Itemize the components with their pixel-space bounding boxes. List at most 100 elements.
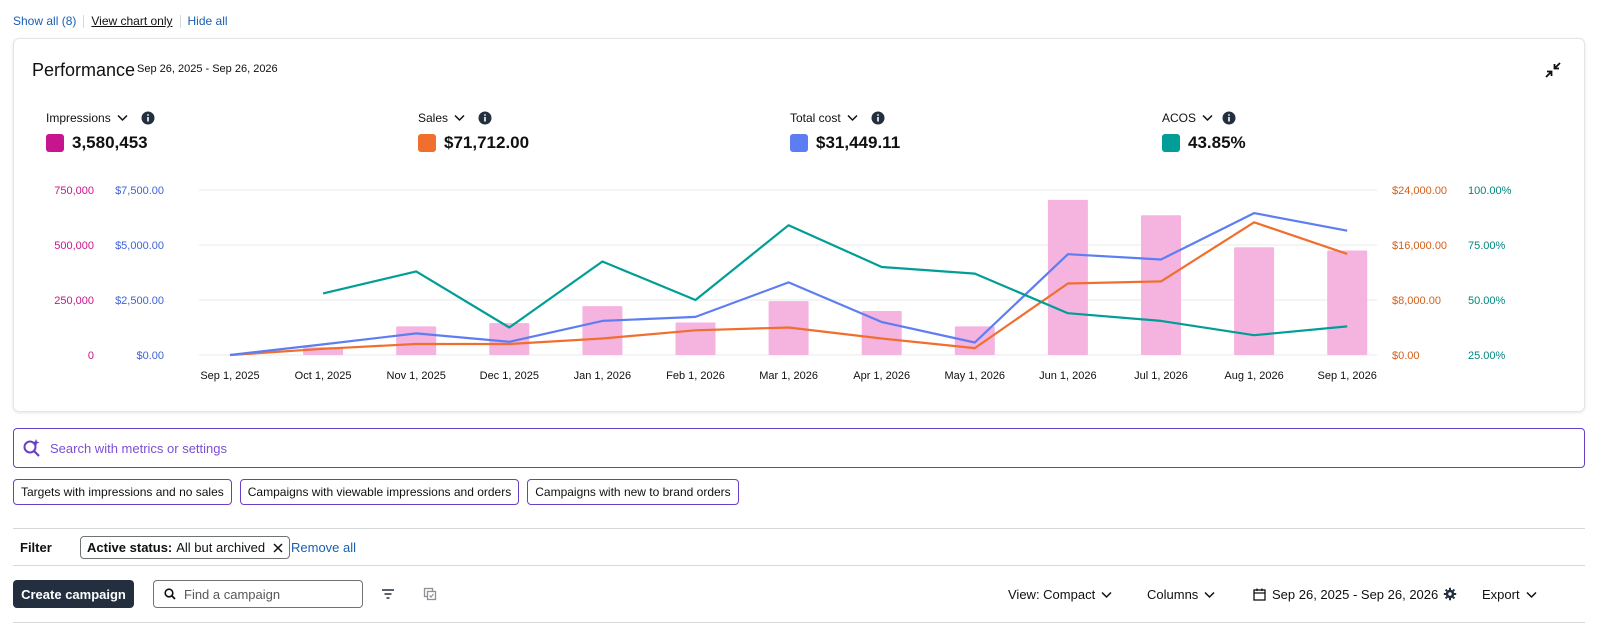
sales-axis-tick: $16,000.00 xyxy=(1392,240,1447,252)
total-cost-line xyxy=(229,212,1348,357)
search-icon xyxy=(164,588,176,600)
x-axis-tick: Oct 1, 2025 xyxy=(295,370,352,382)
metric-swatch xyxy=(46,134,64,152)
metric-name: Impressions xyxy=(46,111,111,125)
acos-axis-tick: 75.00% xyxy=(1468,240,1506,252)
x-axis-tick: Mar 1, 2026 xyxy=(759,370,818,382)
suggestion-chip[interactable]: Targets with impressions and no sales xyxy=(13,479,232,505)
impressions-axis-tick: 0 xyxy=(88,350,94,362)
metric-value: 3,580,453 xyxy=(72,133,148,152)
view-label: View: Compact xyxy=(1008,587,1096,602)
info-icon[interactable] xyxy=(141,111,155,125)
chevron-down-icon xyxy=(454,114,465,122)
impressions-bar xyxy=(1141,215,1181,355)
sales-axis-tick: $24,000.00 xyxy=(1392,185,1447,197)
chevron-down-icon xyxy=(1101,591,1112,598)
show-all-link[interactable]: Show all (8) xyxy=(13,14,77,28)
chevron-down-icon xyxy=(1204,591,1215,598)
ai-search-icon xyxy=(23,439,40,457)
metric-acos: ACOS 43.85% xyxy=(1162,111,1246,153)
suggestion-chips: Targets with impressions and no sales Ca… xyxy=(13,479,739,505)
filter-key: Active status: xyxy=(87,540,173,555)
x-axis-tick: Dec 1, 2025 xyxy=(480,370,539,382)
export-label: Export xyxy=(1482,587,1520,602)
chevron-down-icon xyxy=(847,114,858,122)
total-cost-axis-tick: $5,000.00 xyxy=(115,240,164,252)
columns-label: Columns xyxy=(1147,587,1199,602)
suggestion-chip[interactable]: Campaigns with viewable impressions and … xyxy=(239,479,520,505)
impressions-bar xyxy=(675,322,716,355)
bulk-edit-icon[interactable] xyxy=(423,587,437,601)
date-range-label: Sep 26, 2025 - Sep 26, 2026 xyxy=(1272,587,1439,602)
metric-swatch xyxy=(1162,134,1180,152)
filter-icon[interactable] xyxy=(381,587,395,601)
columns-dropdown[interactable]: Columns xyxy=(1147,587,1215,602)
x-axis-tick: Jan 1, 2026 xyxy=(574,370,632,382)
metric-selector-sales[interactable]: Sales xyxy=(418,111,529,125)
chart-visibility-links: Show all (8) View chart only Hide all xyxy=(13,14,228,28)
active-status-filter-pill[interactable]: Active status: All but archived xyxy=(80,536,291,559)
find-campaign-input[interactable] xyxy=(184,586,354,602)
export-dropdown[interactable]: Export xyxy=(1482,587,1537,602)
impressions-axis-tick: 500,000 xyxy=(54,240,94,252)
date-range-picker[interactable]: Sep 26, 2025 - Sep 26, 2026 xyxy=(1253,587,1438,602)
total-cost-axis-tick: $2,500.00 xyxy=(115,295,164,307)
find-campaign-box xyxy=(153,580,363,608)
x-axis-tick: Feb 1, 2026 xyxy=(666,370,725,382)
metric-value: $71,712.00 xyxy=(444,133,530,152)
divider xyxy=(13,565,1585,566)
sales-axis-tick: $8,000.00 xyxy=(1392,295,1441,307)
info-icon[interactable] xyxy=(871,111,885,125)
impressions-bar xyxy=(1234,247,1275,355)
close-icon[interactable] xyxy=(273,542,283,553)
metrics-search-input[interactable] xyxy=(50,440,1450,456)
divider xyxy=(83,14,85,28)
metric-selector-acos[interactable]: ACOS xyxy=(1162,111,1246,125)
filter-value: All but archived xyxy=(176,540,266,555)
info-icon[interactable] xyxy=(1222,111,1236,125)
acos-axis-tick: 100.00% xyxy=(1468,185,1512,197)
metric-value: 43.85% xyxy=(1188,133,1246,152)
metric-total-cost: Total cost $31,449.11 xyxy=(790,111,900,153)
gear-icon[interactable] xyxy=(1443,587,1457,601)
x-axis-tick: Sep 1, 2026 xyxy=(1318,370,1377,382)
metric-swatch xyxy=(790,134,808,152)
sales-axis-tick: $0.00 xyxy=(1392,350,1420,362)
impressions-axis-tick: 750,000 xyxy=(54,185,94,197)
total-cost-axis-tick: $0.00 xyxy=(136,350,164,362)
x-axis-tick: Nov 1, 2025 xyxy=(387,370,446,382)
view-chart-only-link[interactable]: View chart only xyxy=(91,14,173,28)
x-axis-tick: Jul 1, 2026 xyxy=(1134,370,1188,382)
x-axis-tick: Jun 1, 2026 xyxy=(1039,370,1097,382)
performance-date-range: Sep 26, 2025 - Sep 26, 2026 xyxy=(137,63,278,75)
filter-label: Filter xyxy=(20,540,52,555)
chevron-down-icon xyxy=(117,114,128,122)
suggestion-chip[interactable]: Campaigns with new to brand orders xyxy=(527,479,739,505)
metric-selector-total-cost[interactable]: Total cost xyxy=(790,111,900,125)
metric-selector-impressions[interactable]: Impressions xyxy=(46,111,148,125)
info-icon[interactable] xyxy=(478,111,492,125)
acos-axis-tick: 25.00% xyxy=(1468,350,1506,362)
acos-axis-tick: 50.00% xyxy=(1468,295,1506,307)
x-axis-tick: Aug 1, 2026 xyxy=(1224,370,1283,382)
x-axis-tick: Apr 1, 2026 xyxy=(853,370,910,382)
x-axis-tick: May 1, 2026 xyxy=(945,370,1006,382)
acos-line xyxy=(322,224,1348,337)
impressions-bar xyxy=(582,306,623,355)
impressions-bar xyxy=(861,311,902,355)
impressions-bar xyxy=(396,326,437,355)
create-campaign-button[interactable]: Create campaign xyxy=(13,580,134,608)
remove-all-link[interactable]: Remove all xyxy=(291,540,357,555)
performance-card: Performance Sep 26, 2025 - Sep 26, 2026 … xyxy=(13,38,1585,412)
metric-swatch xyxy=(418,134,436,152)
metric-name: ACOS xyxy=(1162,111,1197,125)
calendar-icon xyxy=(1253,588,1266,601)
divider xyxy=(13,528,1585,529)
view-dropdown[interactable]: View: Compact xyxy=(1008,587,1112,602)
hide-all-link[interactable]: Hide all xyxy=(187,14,228,28)
impressions-bar xyxy=(1327,250,1368,355)
chevron-down-icon xyxy=(1526,591,1537,598)
collapse-icon[interactable] xyxy=(1544,61,1562,79)
x-axis-tick: Sep 1, 2025 xyxy=(200,370,259,382)
divider xyxy=(179,14,181,28)
